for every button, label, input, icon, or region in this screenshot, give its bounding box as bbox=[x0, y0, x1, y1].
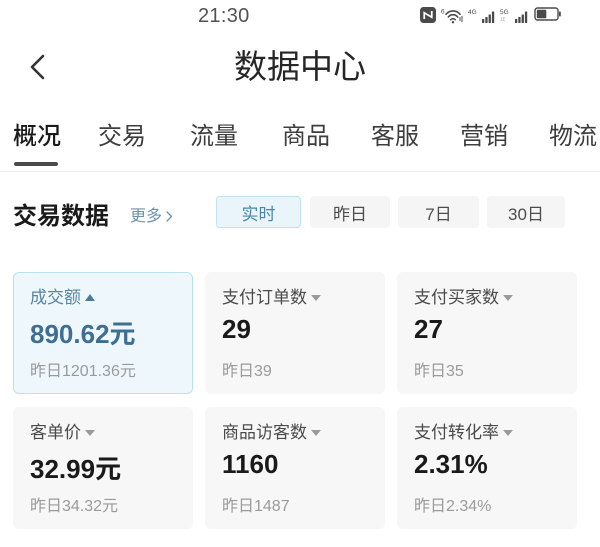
svg-text:4G: 4G bbox=[468, 9, 477, 16]
svg-text:6: 6 bbox=[441, 9, 445, 16]
svg-text:5G: 5G bbox=[500, 9, 509, 16]
svg-text:1E: 1E bbox=[500, 17, 506, 22]
